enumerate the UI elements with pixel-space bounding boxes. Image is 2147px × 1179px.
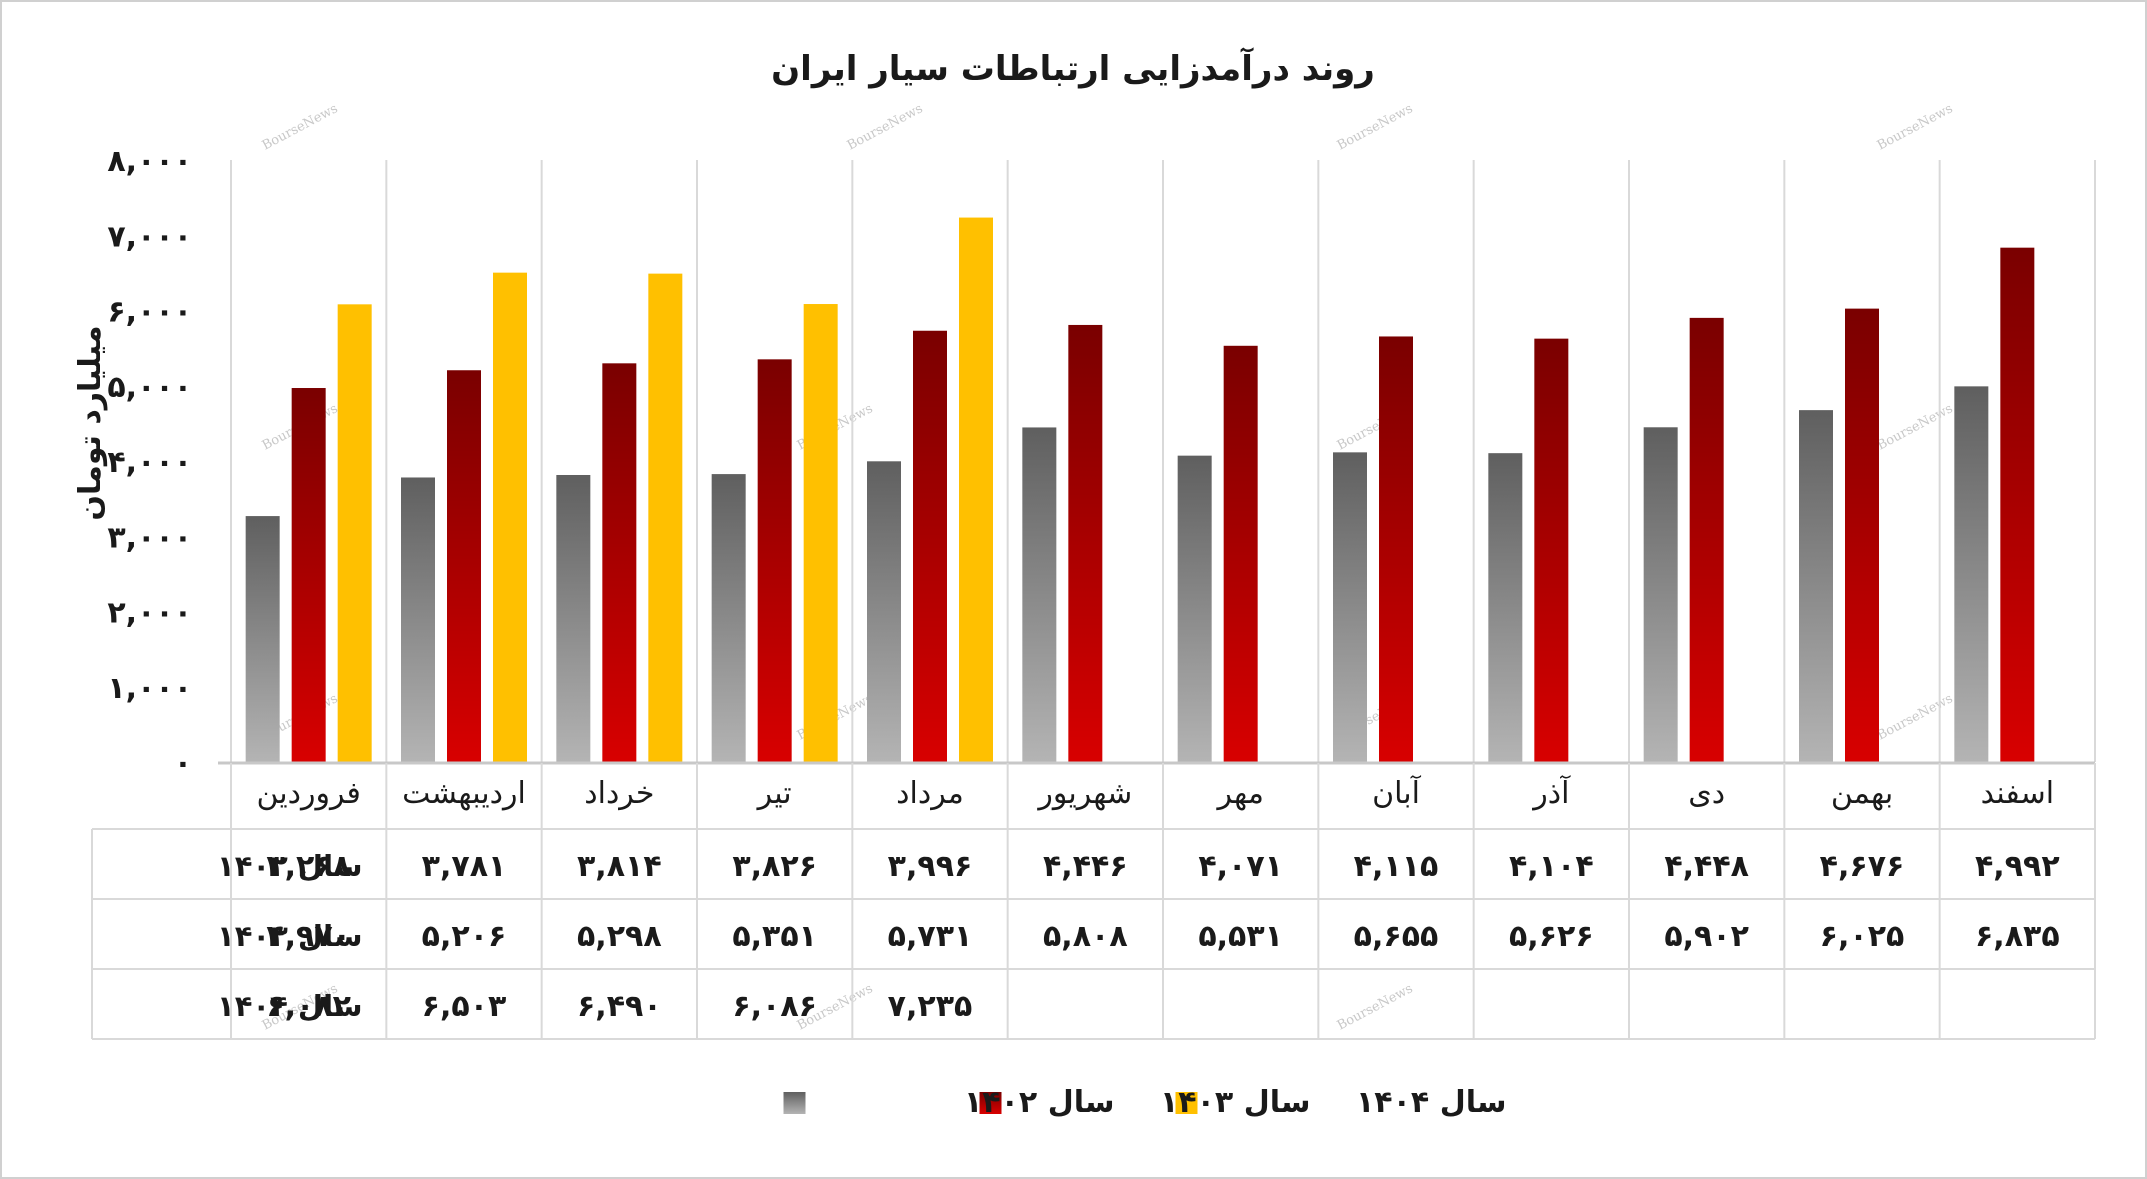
- y-tick-label: ۳,۰۰۰: [107, 520, 192, 555]
- bar-s1-8: [1534, 338, 1569, 762]
- x-category-label: اردیبهشت: [402, 776, 526, 811]
- bar-s2-4: [959, 217, 993, 762]
- y-tick-label: ۰: [174, 746, 192, 781]
- bar-s1-5: [1068, 324, 1103, 762]
- x-category-label: مهر: [1215, 776, 1263, 811]
- x-category-label: آذر: [1531, 775, 1571, 811]
- data-label-s0-10: ۴,۶۷۶: [1820, 849, 1905, 884]
- data-label-s1-3: ۵,۳۵۱: [732, 919, 817, 954]
- bar-s0-0: [245, 516, 280, 762]
- legend-label: سال ۱۴۰۲: [964, 1085, 1115, 1120]
- bar-s1-1: [447, 370, 481, 762]
- chart-title: روند درآمدزایی ارتباطات سیار ایران: [771, 47, 1375, 89]
- y-axis: ۰ ۱,۰۰۰ ۲,۰۰۰ ۳,۰۰۰ ۴,۰۰۰ ۵,۰۰۰ ۶,۰۰۰ ۷,۰۰۰ ۸,۰۰…: [107, 144, 192, 781]
- data-label-s0-5: ۴,۴۴۶: [1043, 849, 1128, 884]
- bar-s0-4: [867, 461, 901, 762]
- data-label-s0-8: ۴,۱۰۴: [1509, 849, 1594, 884]
- bar-s2-2: [648, 273, 683, 762]
- data-label-s2-1: ۶,۵۰۳: [422, 989, 507, 1024]
- bar-s1-4: [913, 330, 947, 762]
- data-label-s2-4: ۷,۲۳۵: [888, 989, 973, 1024]
- y-tick-label: ۵,۰۰۰: [107, 370, 192, 405]
- y-tick-label: ۷,۰۰۰: [107, 219, 192, 254]
- bar-s0-3: [711, 474, 746, 762]
- x-category-label: مرداد: [896, 776, 964, 811]
- bar-s0-9: [1643, 427, 1678, 762]
- legend-swatch: [1175, 1092, 1198, 1114]
- data-label-s0-6: ۴,۰۷۱: [1198, 849, 1283, 884]
- data-label-s1-1: ۵,۲۰۶: [422, 919, 507, 954]
- y-tick-label: ۶,۰۰۰: [107, 295, 192, 330]
- bar-s0-2: [556, 474, 591, 762]
- legend-label: سال ۱۴۰۴: [1356, 1085, 1507, 1120]
- bar-s0-11: [1954, 386, 1989, 762]
- data-label-s0-0: ۳,۲۶۸: [266, 849, 351, 884]
- bar-s2-0: [337, 304, 372, 762]
- bar-s1-3: [757, 359, 792, 762]
- bar-s0-1: [401, 477, 435, 762]
- table-row-label: سال ۱۴۰۳: [217, 919, 362, 953]
- data-label-s2-0: ۶,۰۸۲: [266, 989, 351, 1024]
- data-label-s1-5: ۵,۸۰۸: [1043, 919, 1128, 954]
- bar-s0-5: [1022, 427, 1057, 762]
- data-label-s1-10: ۶,۰۲۵: [1820, 919, 1905, 954]
- legend-swatch: [979, 1092, 1002, 1114]
- data-label-s0-2: ۳,۸۱۴: [577, 849, 662, 884]
- bar-s1-9: [1689, 317, 1724, 762]
- y-axis-label: میلیارد تومان: [73, 325, 108, 520]
- bar-s1-7: [1379, 336, 1413, 762]
- y-tick-label: ۲,۰۰۰: [107, 596, 192, 631]
- data-label-s0-9: ۴,۴۴۸: [1664, 849, 1749, 884]
- data-label-s2-2: ۶,۴۹۰: [577, 989, 662, 1024]
- y-tick-label: ۱,۰۰۰: [107, 671, 192, 706]
- x-category-label: اسفند: [1981, 776, 2054, 811]
- bar-s0-7: [1333, 452, 1367, 762]
- table-row-label: سال ۱۴۰۴: [217, 989, 362, 1023]
- y-tick-label: ۸,۰۰۰: [107, 144, 192, 179]
- bar-s1-6: [1223, 345, 1258, 762]
- bar-s1-10: [1845, 308, 1879, 762]
- x-category-label: دی: [1688, 776, 1725, 811]
- grid-lines: [230, 160, 2096, 762]
- data-label-s0-3: ۳,۸۲۶: [732, 849, 817, 884]
- x-category-label: شهریور: [1036, 776, 1132, 811]
- bar-s0-10: [1799, 410, 1833, 762]
- data-table: فروردین اردیبهشت خرداد تیر مرداد شهریور مهر آبا…: [91, 761, 2096, 1040]
- data-label-s0-7: ۴,۱۱۵: [1354, 849, 1439, 884]
- x-category-label: آبان: [1372, 775, 1422, 811]
- data-label-s1-8: ۵,۶۲۶: [1509, 919, 1594, 954]
- bar-s2-3: [803, 304, 838, 762]
- data-label-s1-9: ۵,۹۰۲: [1664, 919, 1749, 954]
- data-label-s1-0: ۴,۹۷۰: [266, 919, 351, 954]
- legend-swatch: [783, 1092, 806, 1114]
- x-category-label: تیر: [756, 776, 792, 811]
- y-tick-label: ۴,۰۰۰: [107, 445, 192, 480]
- data-label-s0-4: ۳,۹۹۶: [888, 849, 973, 884]
- bar-s1-2: [602, 363, 637, 762]
- data-label-s2-3: ۶,۰۸۶: [732, 989, 817, 1024]
- data-label-s1-7: ۵,۶۵۵: [1354, 919, 1439, 954]
- x-category-label: خرداد: [584, 776, 654, 811]
- x-category-label: فروردین: [256, 776, 360, 811]
- table-row-label: سال ۱۴۰۲: [217, 849, 362, 883]
- data-label-s0-11: ۴,۹۹۲: [1975, 849, 2060, 884]
- data-label-s0-1: ۳,۷۸۱: [422, 849, 507, 884]
- data-label-s1-4: ۵,۷۳۱: [888, 919, 973, 954]
- legend-label: سال ۱۴۰۳: [1160, 1085, 1311, 1120]
- bar-s1-11: [2000, 247, 2035, 762]
- legend: سال ۱۴۰۴ سال ۱۴۰۳ سال ۱۴۰۲: [783, 1085, 1507, 1120]
- bars: [245, 217, 2035, 762]
- bar-s0-6: [1177, 455, 1212, 762]
- x-category-label: بهمن: [1831, 776, 1893, 811]
- data-label-s1-11: ۶,۸۳۵: [1975, 919, 2060, 954]
- data-label-s1-6: ۵,۵۳۱: [1198, 919, 1283, 954]
- data-label-s1-2: ۵,۲۹۸: [577, 919, 662, 954]
- bar-s2-1: [493, 272, 527, 762]
- bar-s0-8: [1488, 453, 1523, 762]
- bar-s1-0: [291, 388, 326, 762]
